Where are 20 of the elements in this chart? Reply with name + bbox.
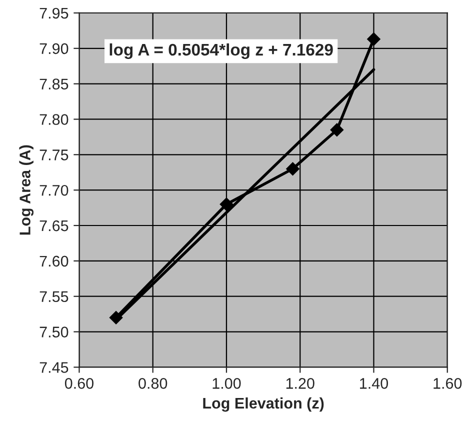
y-tick-label: 7.70 — [40, 184, 68, 196]
y-tick-label: 7.90 — [40, 43, 68, 54]
x-tick-label: 1.60 — [434, 378, 462, 389]
x-axis-title: Log Elevation (z) — [203, 397, 324, 412]
y-tick-label: 7.95 — [40, 8, 68, 19]
y-tick-label: 7.45 — [40, 362, 68, 373]
x-tick-label: 1.40 — [360, 378, 388, 389]
x-tick-label: 1.20 — [286, 378, 314, 389]
y-tick-label: 7.85 — [40, 78, 68, 90]
y-tick-label: 7.55 — [40, 291, 68, 302]
x-tick-label: 0.80 — [138, 378, 168, 389]
y-tick-label: 7.65 — [40, 220, 68, 232]
x-tick-label: 1.00 — [212, 378, 241, 389]
y-axis-title: Log Area (A) — [19, 145, 34, 235]
annotation: log A = 0.5054*log z + 7.1629 — [110, 43, 333, 59]
x-tick-label: 0.60 — [64, 378, 94, 389]
y-tick-label: 7.80 — [40, 114, 68, 125]
y-tick-label: 7.60 — [40, 256, 68, 267]
y-tick-label: 7.75 — [40, 150, 68, 160]
y-tick-label: 7.50 — [40, 326, 68, 338]
